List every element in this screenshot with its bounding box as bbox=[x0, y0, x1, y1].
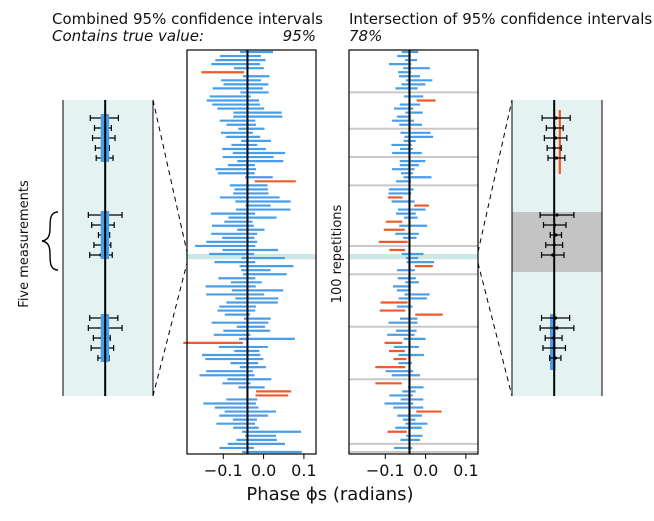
x-tick-label: 0.1 bbox=[453, 461, 478, 480]
x-tick-label: 0.0 bbox=[413, 461, 438, 480]
left-panel-subtitle-label: Contains true value: bbox=[52, 27, 204, 45]
intersection-block-hit bbox=[549, 314, 556, 370]
x-tick-label: −0.1 bbox=[204, 461, 243, 480]
measurements-brace bbox=[41, 211, 59, 271]
measurement-point bbox=[554, 156, 559, 160]
highlight-band bbox=[349, 254, 478, 260]
measurement-point bbox=[555, 326, 559, 330]
right-inset bbox=[512, 100, 602, 396]
left-zoom-connector-bottom bbox=[152, 262, 188, 397]
axes-frame bbox=[186, 49, 317, 455]
x-tick-label: −0.1 bbox=[366, 461, 405, 480]
right-zoom-connector-bottom bbox=[477, 262, 513, 397]
left-inset-ylabel: Five measurements bbox=[17, 180, 32, 308]
right-panel-title: Intersection of 95% confidence intervals bbox=[349, 10, 652, 28]
left-zoom-connector-top bbox=[152, 99, 188, 253]
intersection-block-miss bbox=[558, 110, 561, 174]
right-zoom-connector-top bbox=[477, 99, 513, 253]
left-panel-subtitle-value: 95% bbox=[283, 27, 316, 45]
x-tick-label: 0.0 bbox=[251, 461, 276, 480]
highlight-band bbox=[187, 254, 316, 260]
left-panel-title: Combined 95% confidence intervals bbox=[52, 10, 323, 28]
measurement-point bbox=[555, 213, 559, 217]
panel-intersection: −0.1 0.0 0.1 bbox=[348, 49, 479, 480]
empty-intersection-block bbox=[512, 212, 602, 272]
left-inset bbox=[87, 100, 123, 396]
panel-combined: −0.1 0.0 0.1 bbox=[183, 49, 317, 480]
axes-frame bbox=[348, 49, 479, 455]
right-panel-subtitle-value: 78% bbox=[349, 27, 382, 45]
x-axis-label: Phase ϕs (radians) bbox=[246, 484, 413, 505]
x-tick-label: 0.1 bbox=[291, 461, 316, 480]
measurement-point bbox=[554, 116, 558, 120]
right-inset-ylabel: 100 repetitions bbox=[330, 204, 345, 303]
